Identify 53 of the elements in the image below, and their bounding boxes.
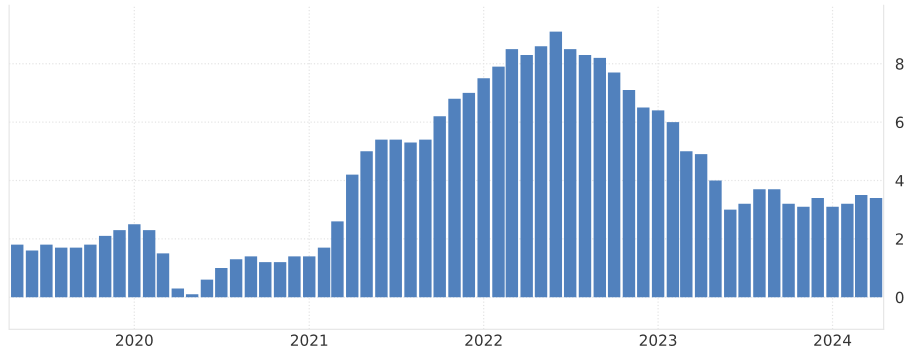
- y-tick-label: 4: [896, 175, 904, 186]
- y-tick-label: 6: [896, 116, 904, 128]
- bar: [870, 198, 882, 298]
- bar: [303, 256, 316, 298]
- bar: [826, 206, 839, 298]
- bar: [534, 46, 548, 298]
- bar: [390, 140, 402, 298]
- bar: [84, 244, 97, 298]
- bar: [753, 189, 766, 298]
- bar: [54, 248, 68, 298]
- bar: [11, 244, 24, 298]
- bar: [433, 116, 446, 298]
- bar: [520, 54, 533, 298]
- bar: [550, 32, 562, 298]
- bar: [404, 142, 417, 298]
- x-tick-label: 2023: [640, 334, 676, 346]
- bar: [564, 49, 576, 298]
- bar: [462, 92, 476, 298]
- bar: [98, 236, 112, 298]
- x-tick-label: 2020: [116, 334, 153, 346]
- x-tick-label: 2024: [814, 334, 852, 346]
- bar: [594, 58, 606, 298]
- bar: [812, 198, 824, 298]
- bar: [768, 189, 780, 298]
- bar: [113, 230, 126, 298]
- bar: [608, 72, 620, 298]
- y-tick-label: 8: [896, 58, 904, 70]
- bar: [652, 110, 664, 298]
- bar: [244, 256, 258, 298]
- bar: [215, 268, 228, 298]
- bar: [375, 140, 388, 298]
- bar: [782, 204, 795, 298]
- x-tick-label: 2022: [465, 334, 502, 346]
- bar: [172, 288, 184, 298]
- bar: [200, 280, 214, 298]
- y-tick-label: 0: [896, 292, 904, 304]
- bar: [360, 151, 373, 298]
- bar: [724, 210, 736, 298]
- bar: [797, 206, 810, 298]
- bar: [346, 174, 358, 298]
- bar: [477, 78, 490, 298]
- bar: [230, 259, 242, 298]
- bar: [637, 107, 650, 298]
- bar: [578, 54, 592, 298]
- bar: [259, 262, 272, 298]
- bar: [419, 140, 432, 298]
- bar: [738, 204, 751, 298]
- x-tick-label: 2021: [290, 334, 328, 346]
- y-tick-label: 2: [896, 233, 903, 245]
- bar: [128, 224, 141, 298]
- bar: [70, 248, 82, 298]
- bar: [622, 90, 636, 298]
- bar: [448, 98, 461, 298]
